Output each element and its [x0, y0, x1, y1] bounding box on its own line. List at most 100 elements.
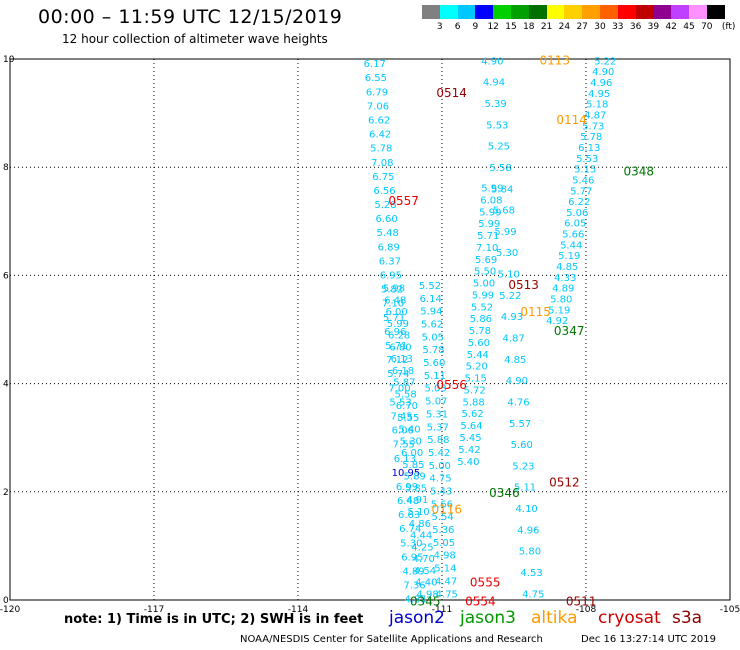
y-tick-label: 10: [3, 55, 15, 65]
wave-height-value: 6.96: [384, 327, 406, 338]
pass-time-label: 0115: [520, 305, 551, 319]
wave-height-value: 4.70: [413, 554, 435, 565]
wave-height-value: 5.43: [430, 487, 452, 498]
wave-height-value: 5.78: [422, 345, 444, 356]
wave-height-value: 4.75: [429, 474, 451, 485]
wave-height-value: 6.95: [401, 552, 423, 563]
wave-height-value: 5.50: [474, 267, 496, 278]
wave-height-value: 5.66: [562, 230, 584, 241]
wave-height-value: 5.89: [404, 472, 426, 483]
wave-height-value: 5.72: [464, 385, 486, 396]
wave-height-value: 5.22: [594, 56, 616, 67]
wave-height-value: 5.84: [491, 184, 513, 195]
wave-height-value: 4.87: [502, 334, 524, 345]
wave-height-value: 5.62: [461, 409, 483, 420]
timestamp-text: Dec 16 13:27:14 UTC 2019: [581, 634, 716, 645]
colorbar-label: 6: [454, 22, 461, 32]
wave-height-value: 5.44: [560, 240, 582, 251]
page-title: 00:00 – 11:59 UTC 12/15/2019: [38, 6, 343, 28]
legend-jason2: jason2: [389, 608, 445, 628]
wave-height-value: 6.48: [384, 295, 406, 306]
wave-height-value: 6.80: [389, 342, 411, 353]
wave-height-value: 5.10: [407, 507, 429, 518]
wave-height-value: 5.99: [478, 219, 500, 230]
wave-height-value: 5.69: [475, 255, 497, 266]
wave-height-value: 6.79: [366, 87, 388, 98]
colorbar-label: 9: [472, 22, 479, 32]
pass-time-label: 0513: [508, 278, 539, 292]
wave-height-value: 7.10: [476, 243, 498, 254]
wave-height-value: 7.12: [386, 355, 408, 366]
wave-height-value: 5.23: [512, 461, 534, 472]
wave-height-value: 5.14: [434, 564, 456, 575]
wave-height-value: 5.80: [519, 547, 541, 558]
colorbar-swatch: [546, 5, 565, 19]
wave-height-value: 4.98: [416, 589, 438, 600]
wave-height-value: 6.13: [578, 143, 600, 154]
wave-height-value: 4.89: [552, 284, 574, 295]
wave-height-value: 5.00: [473, 279, 495, 290]
wave-height-value: 5.40: [398, 425, 420, 436]
x-tick-label: -114: [288, 605, 309, 615]
colorbar-label: 45: [683, 22, 695, 32]
y-tick-label: 6: [3, 271, 9, 281]
colorbar-label: 42: [665, 22, 677, 32]
pass-time-label: 0113: [540, 53, 571, 67]
wave-height-value: 4.89: [402, 567, 424, 578]
wave-height-value: 7.55: [393, 440, 415, 451]
wave-height-value: 4.96: [517, 525, 539, 536]
wave-height-value: 5.60: [511, 440, 533, 451]
wave-height-value: 5.11: [424, 371, 446, 382]
wave-height-value: 6.60: [375, 214, 397, 225]
pass-time-label: 0346: [489, 486, 520, 500]
wave-height-value: 5.78: [580, 132, 602, 143]
wave-height-value: 5.30: [400, 538, 422, 549]
x-tick-label: -108: [576, 605, 597, 615]
wave-height-value: 4.10: [516, 504, 538, 515]
colorbar-swatch: [600, 5, 618, 19]
wave-height-value: 4.85: [404, 595, 426, 606]
pass-time-label: 0114: [556, 113, 587, 127]
wave-height-value: 5.85: [405, 483, 427, 494]
wave-height-value: 6.05: [564, 219, 586, 230]
wave-height-value: 6.06: [392, 426, 414, 437]
colorbar-swatch: [493, 5, 511, 19]
wave-height-value: 5.66: [431, 499, 453, 510]
colorbar-swatch: [706, 5, 725, 19]
wave-height-value: 5.74: [387, 369, 409, 380]
wave-height-value: 5.42: [428, 448, 450, 459]
wave-height-value: 6.08: [480, 195, 502, 206]
wave-height-value: 5.58: [489, 163, 511, 174]
wave-height-value: 5.53: [486, 120, 508, 131]
wave-height-value: 5.85: [402, 460, 424, 471]
wave-height-value: 7.45: [391, 411, 413, 422]
wave-height-value: 7.06: [367, 101, 389, 112]
wave-height-value: 4.86: [409, 519, 431, 530]
pass-time-label: 0345: [410, 594, 441, 608]
wave-height-value: 6.13: [391, 354, 413, 365]
wave-height-value: 5.53: [389, 397, 411, 408]
wave-height-value: 4.93: [501, 312, 523, 323]
map-frame: [9, 58, 731, 601]
wave-height-value: 4.53: [520, 568, 542, 579]
colorbar-label: 3: [436, 22, 443, 32]
wave-height-value: 7.10: [382, 299, 404, 310]
colorbar-label: 33: [612, 22, 624, 32]
wave-height-value: 4.90: [592, 67, 614, 78]
wave-height-value: 6.63: [398, 510, 420, 521]
wave-height-value: 5.73: [582, 121, 604, 132]
colorbar-label: 24: [558, 22, 571, 32]
wave-height-value: 5.25: [488, 142, 510, 153]
wave-height-value: 4.92: [546, 316, 568, 327]
wave-height-value: 5.99: [481, 184, 503, 195]
legend-jason3: jason3: [460, 608, 516, 628]
wave-height-value: 5.64: [460, 421, 482, 432]
x-tick-label: -111: [432, 605, 452, 615]
wave-height-value: 5.03: [424, 384, 446, 395]
wave-height-value: 5.30: [400, 436, 422, 447]
x-tick-label: -120: [0, 605, 20, 615]
wave-height-value: 6.14: [420, 294, 442, 305]
y-tick-label: 0: [3, 596, 9, 606]
colorbar-label: 21: [540, 22, 553, 32]
colorbar-swatch: [689, 5, 707, 19]
